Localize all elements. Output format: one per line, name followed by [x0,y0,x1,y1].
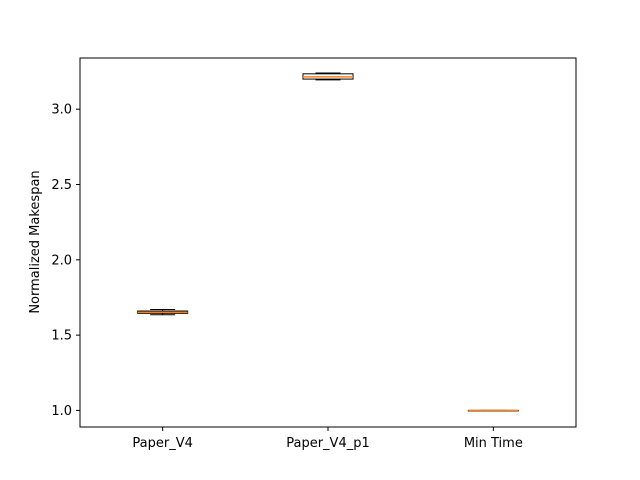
y-tick-label: 2.0 [51,253,72,268]
x-axis: Paper_V4 Paper_V4_p1 Min Time [132,427,523,451]
y-tick-label: 2.5 [51,178,72,193]
y-axis: 1.0 1.5 2.0 2.5 3.0 [51,103,80,419]
plot-frame [79,57,577,428]
x-tick-label: Min Time [464,436,523,451]
y-tick-label: 3.0 [51,103,72,118]
box-min-time [467,409,519,412]
y-tick-label: 1.0 [51,404,72,419]
x-tick-label: Paper_V4 [132,436,192,451]
box-paper-v4-p1 [302,72,354,81]
y-tick-label: 1.5 [51,329,72,344]
box-paper-v4 [137,309,189,316]
box-marks [137,72,519,412]
x-tick-label: Paper_V4_p1 [286,436,370,451]
y-axis-label: Normalized Makespan [28,170,43,313]
